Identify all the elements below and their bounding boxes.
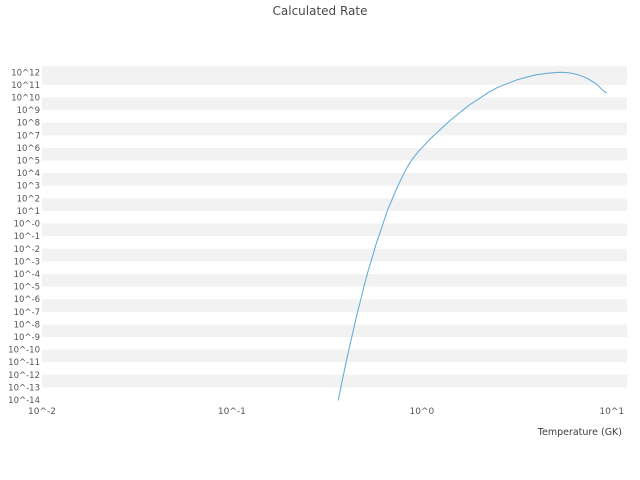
y-tick-label: 10^-13 [8,383,40,393]
grid-band [42,173,627,186]
y-tick-label: 10^4 [17,169,40,179]
rate-curve [337,71,607,401]
grid-band [42,97,627,111]
y-tick-label: 10^8 [17,119,40,129]
y-tick-label: 10^6 [17,144,40,154]
y-tick-label: 10^-5 [14,283,40,293]
grid-band [42,374,627,388]
grid-band [42,248,627,262]
x-tick-label: 10^-2 [28,407,56,417]
grid-band [42,299,627,312]
y-tick-label: 10^-9 [14,333,40,343]
grid-band [42,66,627,85]
y-tick-label: 10^-0 [14,220,40,230]
y-tick-label: 10^10 [11,94,40,104]
y-tick-label: 10^-4 [14,270,40,280]
grid-band [42,324,627,337]
grid-band [42,223,627,237]
x-tick-label: 10^0 [410,407,435,417]
y-tick-label: 10^-14 [8,396,40,406]
y-tick-label: 10^-1 [14,232,40,242]
x-axis-label: Temperature (GK) [537,427,622,438]
grid-band [42,198,627,211]
y-tick-label: 10^-7 [14,308,40,318]
y-tick-label: 10^-8 [14,320,40,330]
grid-band [42,274,627,287]
y-tick-label: 10^7 [17,131,40,141]
y-tick-label: 10^1 [17,207,40,217]
y-tick-label: 10^11 [11,81,40,91]
x-tick-label: 10^-1 [218,407,246,417]
y-tick-label: 10^-6 [14,295,40,305]
y-tick-label: 10^-12 [8,371,40,381]
y-tick-label: 10^-3 [14,257,40,267]
y-tick-label: 10^-11 [8,358,40,368]
y-tick-label: 10^3 [17,182,40,192]
grid-band [42,349,627,363]
y-tick-label: 10^-2 [14,245,40,255]
chart-title: Calculated Rate [272,4,368,18]
grid-band [42,147,627,161]
y-tick-label: 10^-10 [8,346,40,356]
y-tick-label: 10^9 [17,106,40,116]
y-tick-label: 10^2 [17,194,40,204]
y-tick-label: 10^5 [17,157,40,167]
x-tick-label: 10^1 [599,407,624,417]
y-tick-label: 10^12 [11,68,40,78]
grid-band [42,122,627,136]
